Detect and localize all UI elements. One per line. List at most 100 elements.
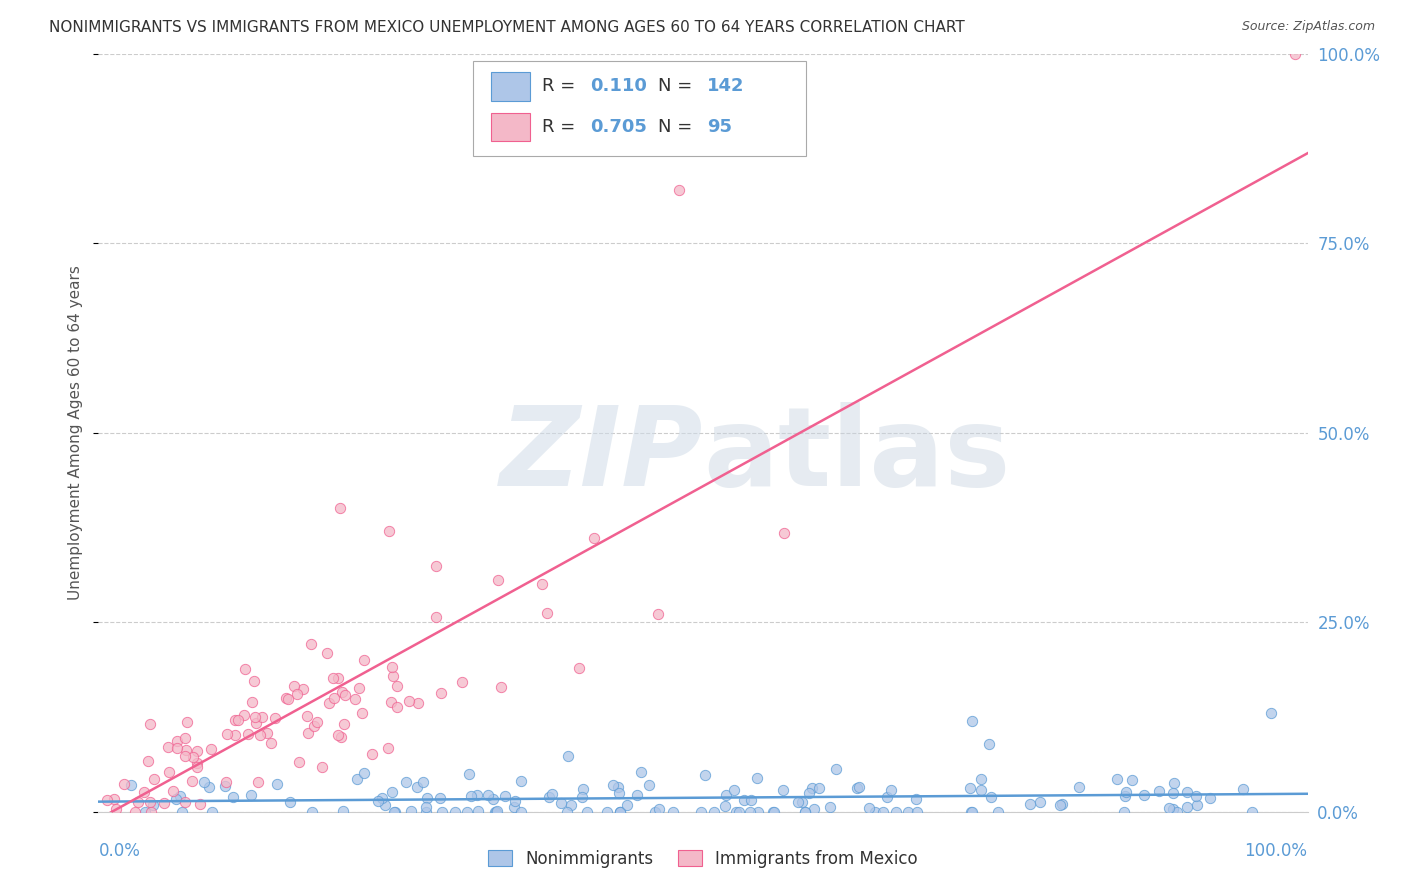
Point xyxy=(607,780,630,794)
Point xyxy=(747,805,769,819)
Point xyxy=(616,797,638,812)
Point xyxy=(186,744,208,758)
Point xyxy=(180,774,202,789)
Text: R =: R = xyxy=(543,77,581,95)
Point xyxy=(214,779,236,793)
Point xyxy=(1029,795,1052,809)
Point xyxy=(224,713,246,727)
Point xyxy=(1018,797,1040,811)
FancyBboxPatch shape xyxy=(492,71,530,101)
Point xyxy=(662,805,685,819)
Point xyxy=(465,789,488,803)
Point xyxy=(772,783,794,797)
Point xyxy=(398,694,420,708)
Point xyxy=(787,795,810,809)
Point xyxy=(172,805,194,819)
Point xyxy=(571,790,593,805)
Point xyxy=(1049,797,1071,812)
Point xyxy=(120,778,142,792)
Text: atlas: atlas xyxy=(703,402,1011,508)
Point xyxy=(884,805,907,819)
Point xyxy=(723,783,745,797)
Point xyxy=(222,789,245,804)
Point xyxy=(328,671,350,685)
Point xyxy=(380,695,402,709)
Point xyxy=(1199,790,1222,805)
Point xyxy=(139,716,162,731)
Point xyxy=(329,501,352,516)
Point xyxy=(668,183,690,197)
Point xyxy=(371,791,394,805)
Point xyxy=(326,728,349,742)
Point xyxy=(277,692,299,706)
Point xyxy=(292,682,315,697)
Point xyxy=(304,719,326,733)
Point xyxy=(103,791,125,805)
Y-axis label: Unemployment Among Ages 60 to 64 years: Unemployment Among Ages 60 to 64 years xyxy=(67,265,83,600)
Point xyxy=(412,774,434,789)
Text: 100.0%: 100.0% xyxy=(1244,842,1308,860)
Point xyxy=(224,728,246,742)
Point xyxy=(794,805,817,819)
Point xyxy=(637,778,659,792)
Point xyxy=(243,674,266,689)
Point xyxy=(429,790,451,805)
Point xyxy=(794,805,817,819)
Point xyxy=(602,778,624,792)
Point xyxy=(162,783,184,797)
Point xyxy=(1175,785,1198,799)
Point xyxy=(173,731,195,745)
Text: 95: 95 xyxy=(707,118,731,136)
Point xyxy=(322,671,344,685)
Point xyxy=(807,781,830,796)
Point xyxy=(406,696,429,710)
Point xyxy=(979,737,1001,751)
Point xyxy=(174,748,197,763)
Point xyxy=(278,795,301,809)
Point xyxy=(1132,788,1154,802)
Point xyxy=(353,653,375,667)
Point xyxy=(399,804,422,818)
Point xyxy=(456,805,478,819)
Point xyxy=(283,679,305,693)
Point xyxy=(385,699,408,714)
Point xyxy=(690,805,713,819)
Point xyxy=(740,793,762,807)
Point xyxy=(609,805,631,819)
Point xyxy=(790,795,813,809)
Point xyxy=(1232,781,1254,796)
Point xyxy=(430,805,453,819)
Point xyxy=(415,799,437,814)
Point xyxy=(266,777,288,791)
Point xyxy=(630,765,652,780)
Point xyxy=(353,766,375,780)
Point xyxy=(962,714,984,729)
Point xyxy=(799,786,821,800)
Point xyxy=(451,675,474,690)
Point xyxy=(169,789,191,804)
Point xyxy=(367,794,389,808)
Point xyxy=(415,805,437,819)
Point xyxy=(142,772,165,787)
Point xyxy=(703,805,725,819)
Point xyxy=(970,782,993,797)
Point xyxy=(377,524,399,539)
Point xyxy=(350,706,373,721)
Point xyxy=(897,805,920,819)
Point xyxy=(557,748,579,763)
Point xyxy=(879,783,901,797)
Text: ZIP: ZIP xyxy=(499,402,703,508)
Point xyxy=(134,805,156,819)
Point xyxy=(198,780,221,795)
Point xyxy=(728,805,751,819)
Point xyxy=(824,762,846,776)
Point xyxy=(1112,805,1135,819)
Point xyxy=(762,805,785,819)
FancyBboxPatch shape xyxy=(492,112,530,142)
Point xyxy=(430,686,453,700)
Point xyxy=(425,610,447,624)
Point xyxy=(200,742,222,756)
Point xyxy=(714,799,737,814)
Point xyxy=(142,797,165,812)
Point xyxy=(114,777,136,791)
